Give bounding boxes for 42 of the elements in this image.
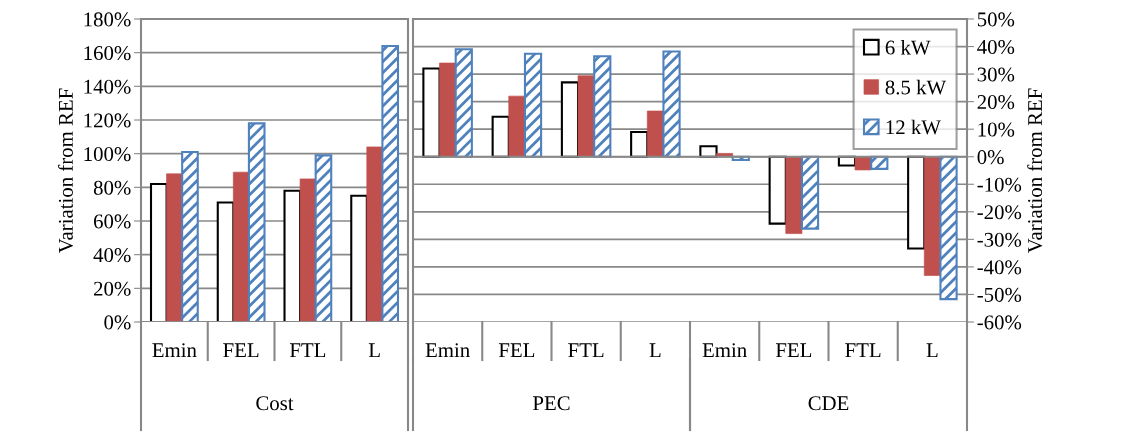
legend-label: 6 kW: [885, 39, 931, 55]
y-tick-label: 50%: [977, 12, 1015, 27]
y-tick-label: 100%: [84, 147, 131, 162]
x-tick-label: L: [649, 343, 661, 358]
x-tick-label: FEL: [223, 343, 259, 358]
y-tick-label: 60%: [93, 214, 131, 229]
legend-label: 12 kW: [886, 119, 941, 135]
x-tick-label: FEL: [498, 343, 535, 358]
y-tick-label: 40%: [93, 248, 131, 263]
y-tick-label: 160%: [84, 46, 131, 61]
y-tick-label: -60%: [977, 315, 1022, 330]
y-tick-label: 140%: [84, 79, 131, 94]
y-axis-title: Variation from REF: [1027, 88, 1043, 253]
x-tick-label: FTL: [845, 343, 881, 358]
y-tick-label: -30%: [977, 232, 1022, 247]
x-tick-label: L: [926, 343, 938, 358]
x-tick-label: FEL: [775, 343, 812, 358]
x-tick-label: L: [368, 343, 380, 358]
y-tick-label: 120%: [84, 113, 131, 128]
y-tick-label: -20%: [977, 205, 1022, 220]
x-tick-label: Emin: [702, 343, 747, 358]
x-tick-label: Emin: [425, 343, 470, 358]
y-tick-label: 0%: [977, 150, 1004, 165]
y-tick-label: 20%: [94, 281, 131, 296]
y-tick-label: 180%: [84, 12, 131, 27]
y-tick-label: 30%: [977, 67, 1015, 82]
y-tick-label: -40%: [977, 260, 1022, 275]
y-tick-label: 10%: [978, 122, 1015, 137]
y-tick-label: 0%: [104, 315, 131, 330]
y-tick-label: 80%: [93, 180, 131, 195]
y-tick-label: -50%: [977, 287, 1022, 302]
y-tick-label: -10%: [977, 177, 1022, 192]
y-tick-label: 40%: [977, 39, 1015, 55]
y-axis-title: Variation from REF: [58, 88, 73, 253]
text: PEC: [533, 396, 570, 411]
legend-label: 8.5 kW: [885, 79, 947, 95]
x-axis-title: Cost: [256, 396, 294, 411]
x-tick-label: Emin: [152, 343, 197, 358]
text: CDE: [808, 396, 849, 411]
x-tick-label: FTL: [568, 343, 604, 358]
x-tick-label: FTL: [289, 343, 326, 358]
y-tick-label: 20%: [977, 95, 1015, 110]
